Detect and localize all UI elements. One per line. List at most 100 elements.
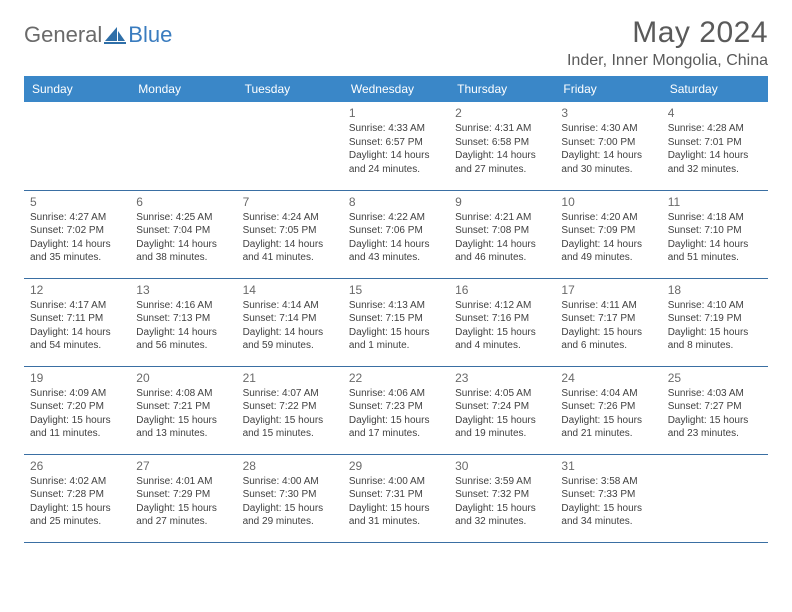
calendar-cell: 28 Sunrise: 4:00 AMSunset: 7:30 PMDayligh… (237, 454, 343, 542)
calendar-cell: 29Sunrise: 4:00 AMSunset: 7:31 PMDayligh… (343, 454, 449, 542)
day2-text: and 49 minutes. (561, 251, 655, 265)
day-number: 30 (455, 459, 549, 473)
day1-text: Daylight: 15 hours (243, 414, 337, 428)
day2-text: and 8 minutes. (668, 339, 762, 353)
logo-sail-icon (104, 26, 126, 44)
day2-text: and 54 minutes. (30, 339, 124, 353)
day1-text: Daylight: 15 hours (668, 414, 762, 428)
sunset-text: Sunset: 7:33 PM (561, 488, 655, 502)
calendar-cell: 2 Sunrise: 4:31 AMSunset: 6:58 PMDaylight… (449, 102, 555, 190)
calendar-cell: 27Sunrise: 4:01 AMSunset: 7:29 PMDayligh… (130, 454, 236, 542)
sunrise-text: Sunrise: 4:06 AM (349, 387, 443, 401)
calendar-cell: 4Sunrise: 4:28 AMSunset: 7:01 PMDaylight… (662, 102, 768, 190)
header: General Blue May 2024 Inder, Inner Mongo… (24, 16, 768, 70)
calendar-cell: 18 Sunrise: 4:10 AMSunset: 7:19 PMDayligh… (662, 278, 768, 366)
day2-text: and 29 minutes. (243, 515, 337, 529)
day2-text: and 1 minute. (349, 339, 443, 353)
sunset-text: Sunset: 7:09 PM (561, 224, 655, 238)
day-number: 25 (668, 371, 762, 385)
day2-text: and 38 minutes. (136, 251, 230, 265)
day2-text: and 19 minutes. (455, 427, 549, 441)
day-number: 18 (668, 283, 762, 297)
sunrise-text: Sunrise: 4:25 AM (136, 211, 230, 225)
day1-text: Daylight: 15 hours (455, 414, 549, 428)
day2-text: and 30 minutes. (561, 163, 655, 177)
day-number: 2 (455, 106, 549, 120)
calendar-cell: 26Sunrise: 4:02 AMSunset: 7:28 PMDayligh… (24, 454, 130, 542)
day-header: Wednesday (343, 76, 449, 102)
sunrise-text: Sunrise: 4:24 AM (243, 211, 337, 225)
day-number: 23 (455, 371, 549, 385)
sunset-text: Sunset: 7:05 PM (243, 224, 337, 238)
sunrise-text: Sunrise: 4:16 AM (136, 299, 230, 313)
day-details: Sunrise: 4:14 AMSunset: 7:14 PMDaylight:… (243, 299, 337, 353)
day2-text: and 56 minutes. (136, 339, 230, 353)
day-details: Sunrise: 4:16 AMSunset: 7:13 PMDaylight:… (136, 299, 230, 353)
day1-text: Daylight: 14 hours (30, 238, 124, 252)
sunrise-text: Sunrise: 4:18 AM (668, 211, 762, 225)
sunrise-text: Sunrise: 4:03 AM (668, 387, 762, 401)
day1-text: Daylight: 14 hours (243, 326, 337, 340)
sunset-text: Sunset: 6:58 PM (455, 136, 549, 150)
sunrise-text: Sunrise: 4:31 AM (455, 122, 549, 136)
sunset-text: Sunset: 7:10 PM (668, 224, 762, 238)
day-number: 5 (30, 195, 124, 209)
day-number: 11 (668, 195, 762, 209)
calendar-cell: 13Sunrise: 4:16 AMSunset: 7:13 PMDayligh… (130, 278, 236, 366)
day-header: Thursday (449, 76, 555, 102)
sunset-text: Sunset: 7:24 PM (455, 400, 549, 414)
day-number: 8 (349, 195, 443, 209)
day-header: Sunday (24, 76, 130, 102)
sunrise-text: Sunrise: 4:30 AM (561, 122, 655, 136)
day2-text: and 27 minutes. (455, 163, 549, 177)
day-details: Sunrise: 4:00 AMSunset: 7:30 PMDaylight:… (243, 475, 337, 529)
day1-text: Daylight: 15 hours (349, 414, 443, 428)
calendar-cell: 22Sunrise: 4:06 AMSunset: 7:23 PMDayligh… (343, 366, 449, 454)
day-details: Sunrise: 4:01 AMSunset: 7:29 PMDaylight:… (136, 475, 230, 529)
day-number: 3 (561, 106, 655, 120)
day-details: Sunrise: 4:31 AMSunset: 6:58 PMDaylight:… (455, 122, 549, 176)
sunrise-text: Sunrise: 4:08 AM (136, 387, 230, 401)
calendar-cell: 7Sunrise: 4:24 AMSunset: 7:05 PMDaylight… (237, 190, 343, 278)
sunset-text: Sunset: 7:02 PM (30, 224, 124, 238)
day-number: 26 (30, 459, 124, 473)
sunset-text: Sunset: 7:20 PM (30, 400, 124, 414)
day-number: 28 (243, 459, 337, 473)
day-number: 7 (243, 195, 337, 209)
sunrise-text: Sunrise: 4:20 AM (561, 211, 655, 225)
day1-text: Daylight: 14 hours (455, 149, 549, 163)
day1-text: Daylight: 14 hours (561, 238, 655, 252)
sunrise-text: Sunrise: 4:12 AM (455, 299, 549, 313)
day-details: Sunrise: 4:10 AMSunset: 7:19 PMDaylight:… (668, 299, 762, 353)
day1-text: Daylight: 15 hours (455, 326, 549, 340)
day-details: Sunrise: 4:33 AMSunset: 6:57 PMDaylight:… (349, 122, 443, 176)
sunset-text: Sunset: 7:21 PM (136, 400, 230, 414)
day-header-row: Sunday Monday Tuesday Wednesday Thursday… (24, 76, 768, 102)
day-number: 6 (136, 195, 230, 209)
calendar-cell: 31Sunrise: 3:58 AMSunset: 7:33 PMDayligh… (555, 454, 661, 542)
day2-text: and 43 minutes. (349, 251, 443, 265)
day-details: Sunrise: 4:08 AMSunset: 7:21 PMDaylight:… (136, 387, 230, 441)
sunset-text: Sunset: 7:04 PM (136, 224, 230, 238)
day2-text: and 51 minutes. (668, 251, 762, 265)
calendar-cell: 12Sunrise: 4:17 AMSunset: 7:11 PMDayligh… (24, 278, 130, 366)
calendar-cell: 15Sunrise: 4:13 AMSunset: 7:15 PMDayligh… (343, 278, 449, 366)
day-details: Sunrise: 4:27 AMSunset: 7:02 PMDaylight:… (30, 211, 124, 265)
calendar-cell: 1Sunrise: 4:33 AMSunset: 6:57 PMDaylight… (343, 102, 449, 190)
sunset-text: Sunset: 7:17 PM (561, 312, 655, 326)
sunset-text: Sunset: 7:27 PM (668, 400, 762, 414)
sunrise-text: Sunrise: 4:00 AM (243, 475, 337, 489)
day-details: Sunrise: 4:22 AMSunset: 7:06 PMDaylight:… (349, 211, 443, 265)
day-number: 14 (243, 283, 337, 297)
day2-text: and 31 minutes. (349, 515, 443, 529)
calendar-cell: 23Sunrise: 4:05 AMSunset: 7:24 PMDayligh… (449, 366, 555, 454)
day2-text: and 24 minutes. (349, 163, 443, 177)
sunset-text: Sunset: 7:23 PM (349, 400, 443, 414)
calendar-week-row: 19Sunrise: 4:09 AMSunset: 7:20 PMDayligh… (24, 366, 768, 454)
logo-text-general: General (24, 22, 102, 48)
day1-text: Daylight: 15 hours (30, 414, 124, 428)
day-details: Sunrise: 4:25 AMSunset: 7:04 PMDaylight:… (136, 211, 230, 265)
day-number: 19 (30, 371, 124, 385)
day1-text: Daylight: 15 hours (455, 502, 549, 516)
calendar-cell: 8 Sunrise: 4:22 AMSunset: 7:06 PMDaylight… (343, 190, 449, 278)
